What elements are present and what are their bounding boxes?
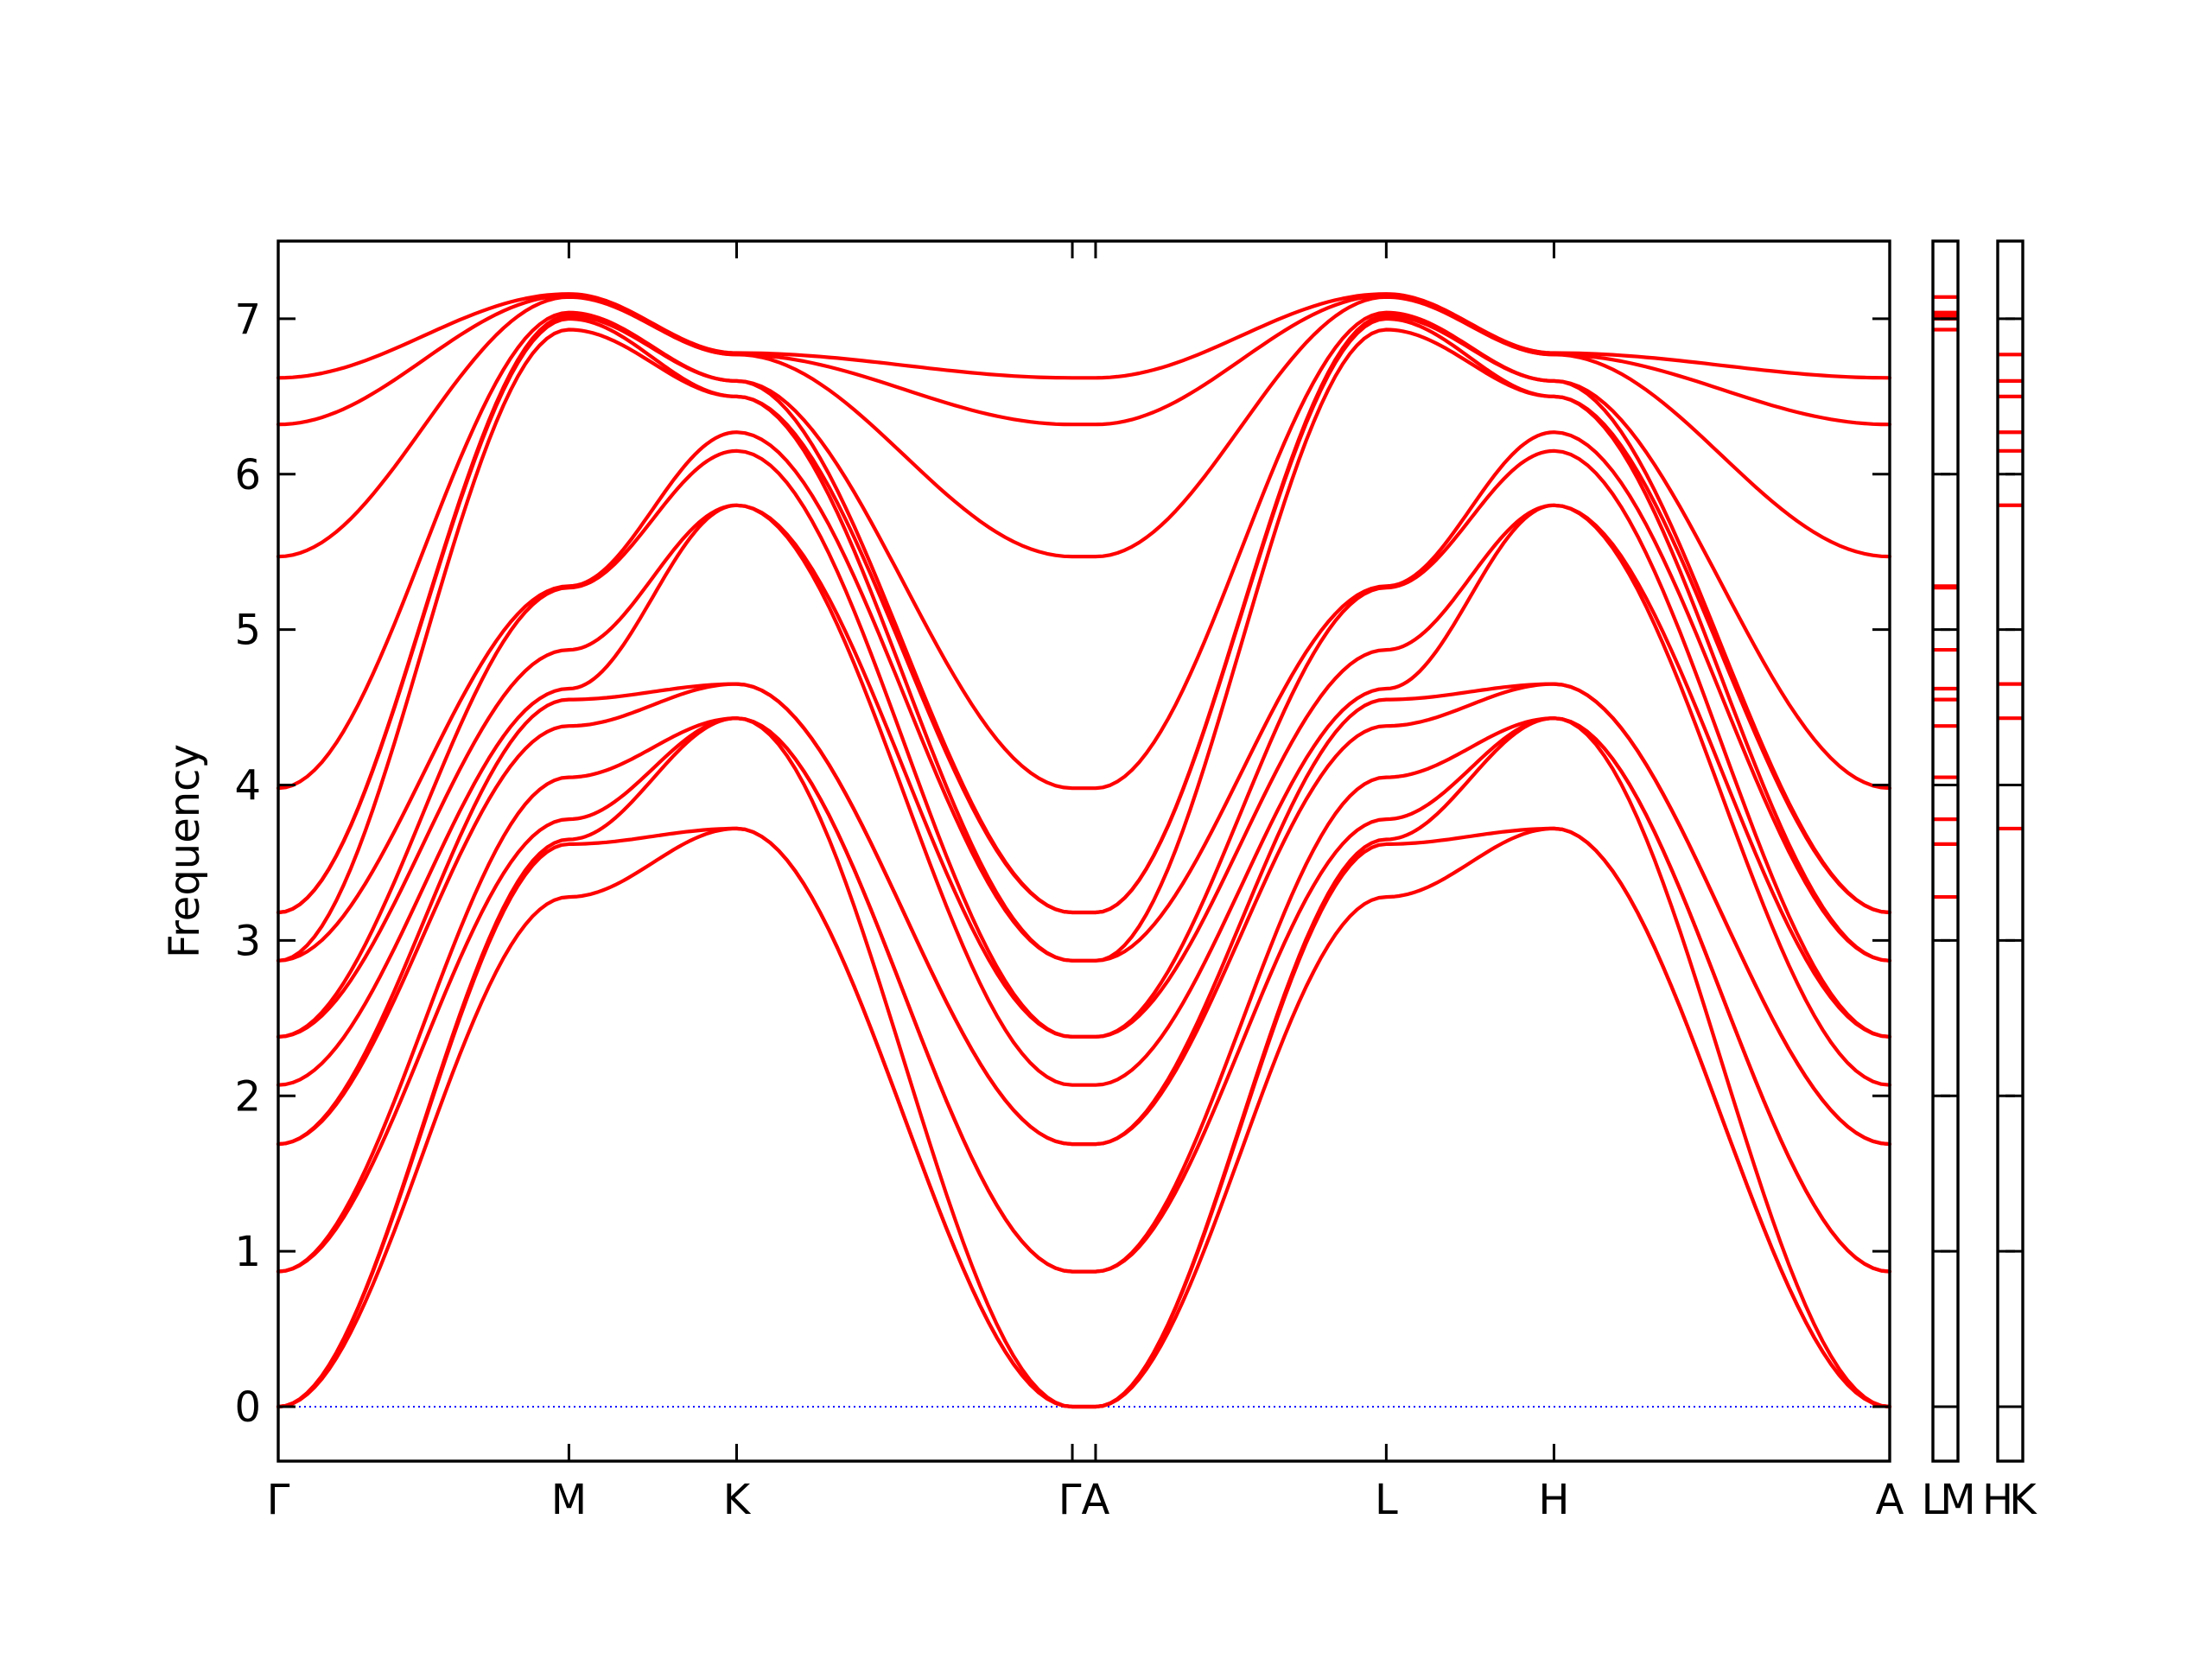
y-tick-label: 5 (234, 607, 261, 655)
band-5 (276, 716, 1892, 1274)
band-18 (276, 292, 1892, 380)
band-16 (276, 295, 1892, 559)
x-tick-label: K (2009, 1476, 2037, 1524)
side-panel-lm: LM (1922, 239, 1976, 1524)
band-10 (276, 448, 1892, 1039)
y-tick-label: 0 (234, 1383, 261, 1432)
side-panel-hk: HK (1982, 239, 2037, 1524)
x-tick-label: M (551, 1476, 587, 1524)
y-tick-label: 2 (234, 1072, 261, 1121)
x-tick-label: M (1940, 1476, 1975, 1524)
x-tick-label: K (723, 1476, 752, 1524)
y-tick-label: 3 (234, 917, 261, 965)
x-tick-label: A (1876, 1476, 1904, 1524)
y-tick-label: 6 (234, 451, 261, 499)
band-8 (276, 503, 1892, 1087)
x-tick-label: H (1982, 1476, 2013, 1524)
band-13 (276, 316, 1892, 915)
y-tick-label: 7 (234, 296, 261, 344)
y-tick-label: 4 (234, 762, 261, 810)
band-7 (276, 682, 1892, 1147)
x-tick-label: Γ (267, 1476, 290, 1524)
x-tick-label: ΓA (1058, 1476, 1110, 1524)
x-tick-label: L (1375, 1476, 1398, 1524)
band-2 (276, 826, 1892, 1409)
band-4 (276, 716, 1892, 1274)
main-plot-area: 0 1 2 3 4 5 6 7 Γ M K ΓA L H A (234, 239, 1904, 1524)
panel-frame (1931, 239, 1960, 1463)
band-1 (276, 826, 1892, 1409)
x-tick-label: L (1922, 1476, 1945, 1524)
plot-frame (276, 239, 1891, 1463)
y-axis-label: Frequency (161, 744, 209, 958)
x-tick-label: H (1538, 1476, 1569, 1524)
panel-frame (1996, 239, 2024, 1463)
band-15 (276, 310, 1892, 791)
y-tick-label: 1 (234, 1228, 261, 1276)
